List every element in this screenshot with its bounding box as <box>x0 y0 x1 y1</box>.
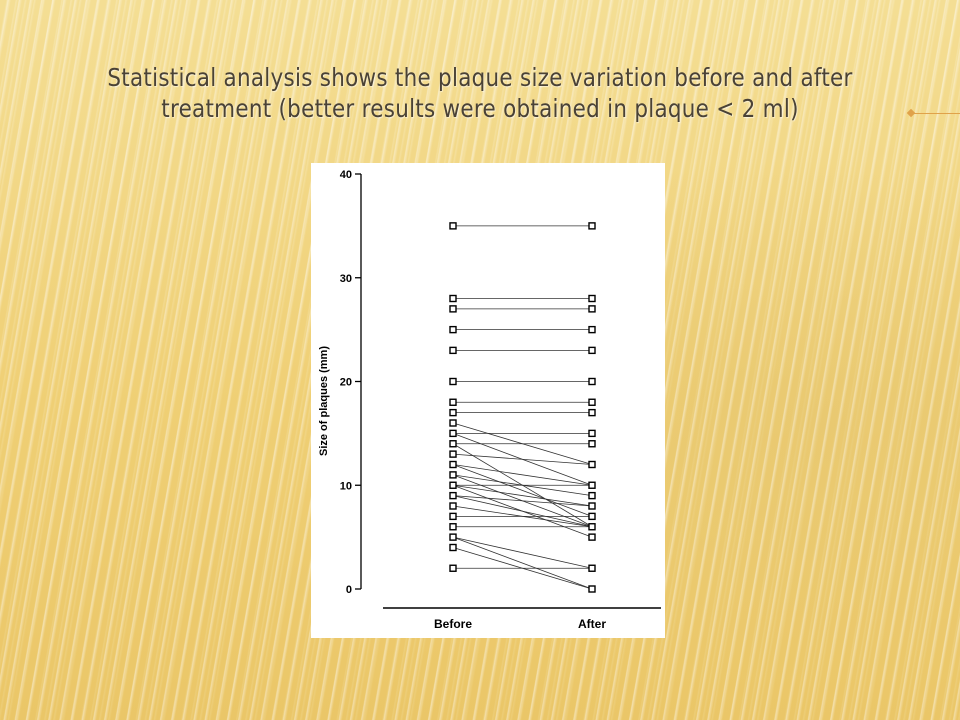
after-point <box>588 377 596 386</box>
pair-line <box>452 484 593 507</box>
chart-panel: 0 10 20 30 40 Before After Size of plaques (mm… <box>311 163 665 638</box>
y-tick-label: 20 <box>340 377 352 389</box>
after-point <box>588 294 596 303</box>
y-tick-label: 30 <box>340 273 352 285</box>
before-point <box>449 398 457 406</box>
before-point <box>449 491 457 500</box>
before-point <box>449 481 457 489</box>
after-point <box>588 564 596 572</box>
pair-line <box>452 464 593 486</box>
pair-line <box>452 495 593 507</box>
pair-line <box>452 536 593 569</box>
after-point <box>588 440 596 448</box>
after-point <box>588 481 596 489</box>
before-point <box>449 305 457 313</box>
before-point <box>449 564 457 572</box>
after-point <box>588 491 596 500</box>
before-point <box>449 471 457 479</box>
after-point <box>588 429 596 438</box>
slide-title: Statistical analysis shows the plaque si… <box>107 63 853 123</box>
before-point <box>449 408 457 417</box>
data-points <box>449 222 596 593</box>
after-point <box>588 346 596 355</box>
after-point <box>588 502 596 510</box>
before-point <box>449 512 457 521</box>
before-point <box>449 346 457 355</box>
after-point <box>588 533 596 541</box>
y-tick-label: 0 <box>346 584 352 596</box>
y-tick-label: 40 <box>340 169 352 181</box>
after-point <box>588 222 596 230</box>
after-point <box>588 398 596 406</box>
pair-lines <box>452 225 593 590</box>
title-underline-accent <box>910 113 960 114</box>
pair-line <box>452 495 593 528</box>
title-accent-diamond <box>906 108 916 118</box>
before-point <box>449 429 457 438</box>
before-point <box>449 325 457 334</box>
after-point <box>588 325 596 334</box>
before-point <box>449 533 457 541</box>
before-point <box>449 543 457 552</box>
after-point <box>588 512 596 521</box>
pair-line <box>452 453 593 465</box>
y-tick-label: 10 <box>340 480 352 492</box>
before-point <box>449 419 457 427</box>
pair-line <box>452 464 593 517</box>
after-point <box>588 585 596 593</box>
after-point <box>588 408 596 417</box>
x-category-label-after: After <box>578 617 606 631</box>
after-point <box>588 460 596 469</box>
before-point <box>449 222 457 230</box>
axes: 0 10 20 30 40 Before After <box>340 169 661 631</box>
after-point <box>588 305 596 313</box>
y-axis-label: Size of plaques (mm) <box>318 346 330 456</box>
before-point <box>449 294 457 303</box>
x-category-label-before: Before <box>434 617 472 631</box>
before-point <box>449 502 457 510</box>
before-point <box>449 460 457 469</box>
after-point <box>588 523 596 531</box>
before-point <box>449 450 457 458</box>
paired-plot: 0 10 20 30 40 Before After Size of plaques (mm… <box>318 169 661 631</box>
pair-line <box>452 536 593 590</box>
before-point <box>449 440 457 448</box>
before-point <box>449 377 457 386</box>
before-point <box>449 523 457 531</box>
